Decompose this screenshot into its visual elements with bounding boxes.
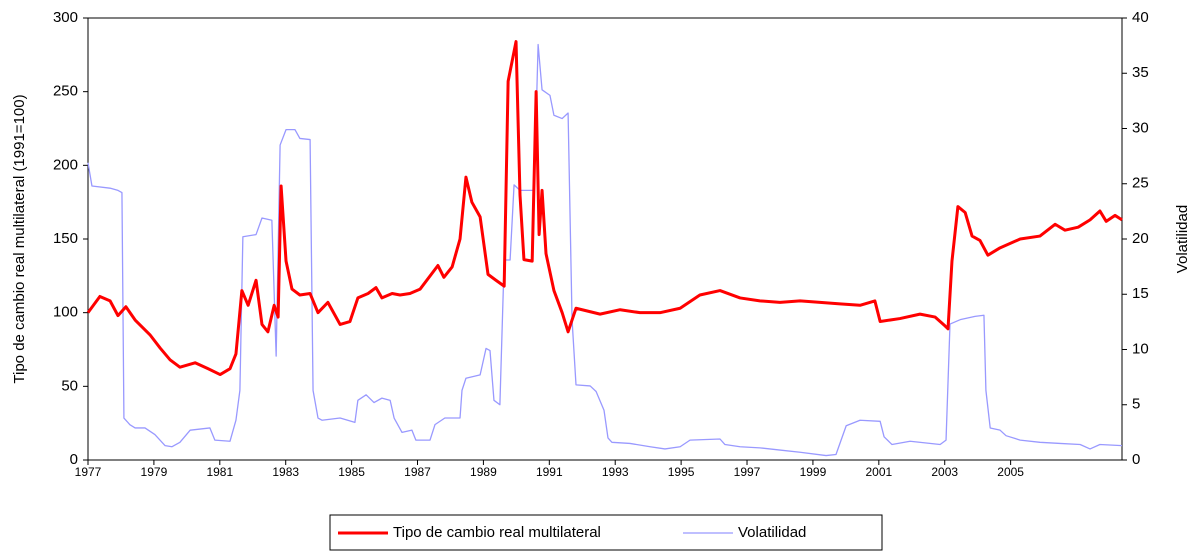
x-tick-label: 1995 bbox=[668, 465, 695, 479]
y2-tick-label: 15 bbox=[1132, 285, 1149, 302]
series-line bbox=[87, 43, 1123, 457]
legend-label: Tipo de cambio real multilateral bbox=[393, 524, 601, 541]
series-line bbox=[86, 40, 1123, 377]
y-tick-label: 0 bbox=[70, 451, 78, 468]
x-tick-label: 2005 bbox=[997, 465, 1024, 479]
x-tick-label: 1999 bbox=[800, 465, 827, 479]
x-tick-label: 1997 bbox=[734, 465, 761, 479]
y2-axis-title: Volatilidad bbox=[1174, 205, 1191, 273]
y2-tick-label: 35 bbox=[1132, 64, 1149, 81]
x-tick-label: 1993 bbox=[602, 465, 629, 479]
legend-box bbox=[329, 514, 883, 551]
x-tick-label: 1989 bbox=[470, 465, 497, 479]
x-tick-label: 1983 bbox=[272, 465, 299, 479]
legend-label: Volatilidad bbox=[738, 524, 806, 541]
y-axis-title: Tipo de cambio real multilateral (1991=1… bbox=[11, 94, 28, 383]
y2-tick-label: 10 bbox=[1132, 340, 1149, 357]
x-tick-label: 1979 bbox=[141, 465, 168, 479]
y2-tick-label: 25 bbox=[1132, 175, 1149, 192]
x-tick-label: 1987 bbox=[404, 465, 431, 479]
y2-tick-label: 30 bbox=[1132, 119, 1149, 136]
y2-tick-label: 40 bbox=[1132, 9, 1149, 26]
y2-tick-label: 20 bbox=[1132, 230, 1149, 247]
x-tick-label: 2001 bbox=[865, 465, 892, 479]
y-tick-label: 200 bbox=[53, 156, 78, 173]
x-tick-label: 1991 bbox=[536, 465, 563, 479]
y-tick-label: 50 bbox=[61, 377, 78, 394]
x-tick-label: 1985 bbox=[338, 465, 365, 479]
y-tick-label: 100 bbox=[53, 304, 78, 321]
y-tick-label: 300 bbox=[53, 9, 78, 26]
x-tick-label: 1981 bbox=[206, 465, 233, 479]
y2-tick-label: 5 bbox=[1132, 396, 1140, 413]
x-tick-label: 2003 bbox=[931, 465, 958, 479]
y-tick-label: 150 bbox=[53, 230, 78, 247]
x-tick-label: 1977 bbox=[75, 465, 102, 479]
y-tick-label: 250 bbox=[53, 83, 78, 100]
y2-tick-label: 0 bbox=[1132, 451, 1140, 468]
